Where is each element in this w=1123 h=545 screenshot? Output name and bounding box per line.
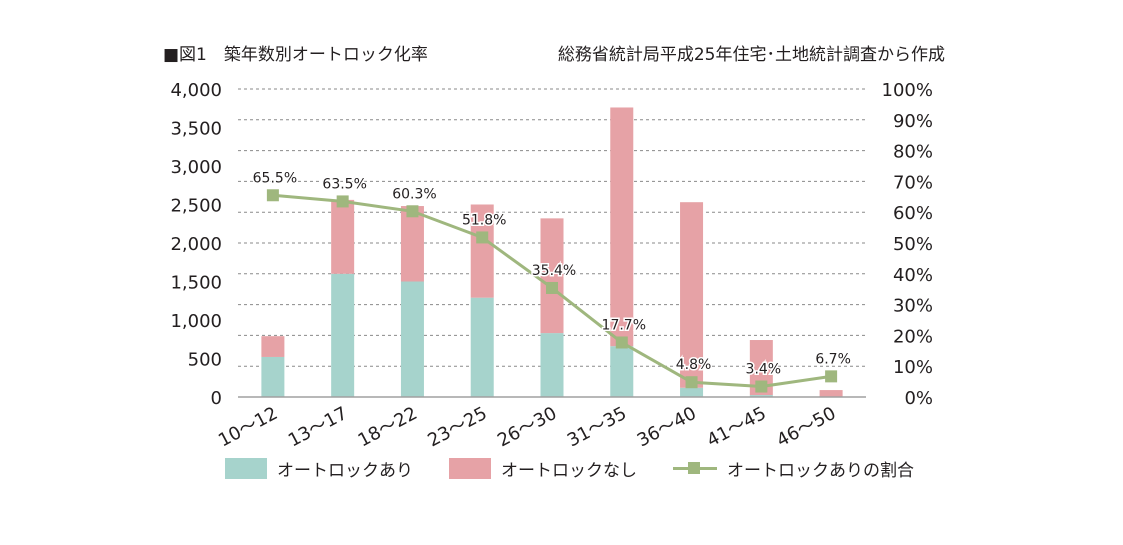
bar-with-autolock [680,387,704,397]
ratio-marker [476,231,489,244]
legend-swatch-without-autolock [449,458,491,479]
legend-swatch-with-autolock [225,458,267,479]
x-tick-label: 31〜35 [564,403,630,452]
bar-without-autolock [540,218,564,334]
legend-item-with-autolock: オートロックあり [225,456,413,481]
ratio-data-label: 6.7% [815,351,851,367]
legend-label-with-autolock: オートロックあり [277,461,413,481]
x-tick-label: 46〜50 [773,403,839,452]
y2-tick-label: 20% [893,326,933,347]
bar-with-autolock [540,333,564,397]
ratio-marker [825,370,838,383]
x-tick-label: 13〜17 [285,403,351,452]
bar-without-autolock [261,336,285,357]
bar-with-autolock [261,356,285,397]
x-tick-label: 10〜12 [215,403,281,452]
y-tick-label: 4,000 [170,80,222,101]
y-tick-label: 0 [211,388,222,409]
ratio-data-label: 65.5% [253,170,297,186]
chart-title: ■図1 築年数別オートロック化率 [163,45,428,65]
bar-with-autolock [331,273,355,397]
y2-tick-label: 90% [893,111,933,132]
y2-tick-label: 40% [893,265,933,286]
y2-tick-label: 30% [893,296,933,317]
x-tick-label: 26〜30 [494,403,560,452]
y2-tick-label: 70% [893,172,933,193]
bar-without-autolock [470,204,494,298]
y2-tick-label: 80% [893,142,933,163]
ratio-marker [615,336,628,349]
ratio-data-label: 35.4% [532,263,576,279]
y-tick-label: 500 [188,350,222,371]
legend-swatch-ratio [673,458,717,479]
ratio-marker [406,205,419,218]
bar-with-autolock [610,346,634,397]
y-tick-label: 2,000 [170,234,222,255]
ratio-marker [755,380,768,393]
x-tick-label: 41〜45 [703,403,769,452]
legend-item-without-autolock: オートロックなし [449,456,637,481]
ratio-data-label: 51.8% [462,212,506,228]
y-tick-label: 2,500 [170,196,222,217]
x-tick-label: 36〜40 [634,403,700,452]
bar-without-autolock [610,107,634,347]
ratio-marker [546,281,558,294]
bar-without-autolock [819,390,843,397]
y-tick-label: 1,000 [170,311,222,332]
y2-tick-label: 0% [904,388,933,409]
legend-label-ratio: オートロックありの割合 [727,461,914,481]
ratio-marker [685,376,698,389]
ratio-data-label: 4.8% [676,357,712,373]
ratio-data-label: 60.3% [392,186,436,202]
legend: オートロックあり オートロックなし オートロックありの割合 [225,456,950,481]
legend-label-without-autolock: オートロックなし [501,461,637,481]
y2-tick-label: 100% [882,80,933,101]
legend-item-ratio: オートロックありの割合 [673,456,914,481]
bar-with-autolock [749,395,773,397]
bar-without-autolock [680,202,704,388]
y-tick-label: 1,500 [170,273,222,294]
source-note: 総務省統計局平成25年住宅･土地統計調査から作成 [557,45,945,65]
bar-without-autolock [400,206,424,282]
ratio-data-label: 17.7% [602,317,646,333]
y-tick-label: 3,000 [170,157,222,178]
ratio-data-label: 63.5% [322,176,366,192]
x-tick-label: 23〜25 [424,403,490,452]
ratio-marker [266,189,279,202]
x-tick-label: 18〜22 [355,403,421,452]
y2-tick-label: 10% [893,357,933,378]
bar-with-autolock [470,297,494,397]
ratio-marker [336,195,349,208]
bar-without-autolock [331,199,355,274]
ratio-data-label: 3.4% [746,362,782,378]
y2-tick-label: 60% [893,203,933,224]
y-tick-label: 3,500 [170,119,222,140]
y2-tick-label: 50% [893,234,933,255]
bar-with-autolock [400,281,424,397]
